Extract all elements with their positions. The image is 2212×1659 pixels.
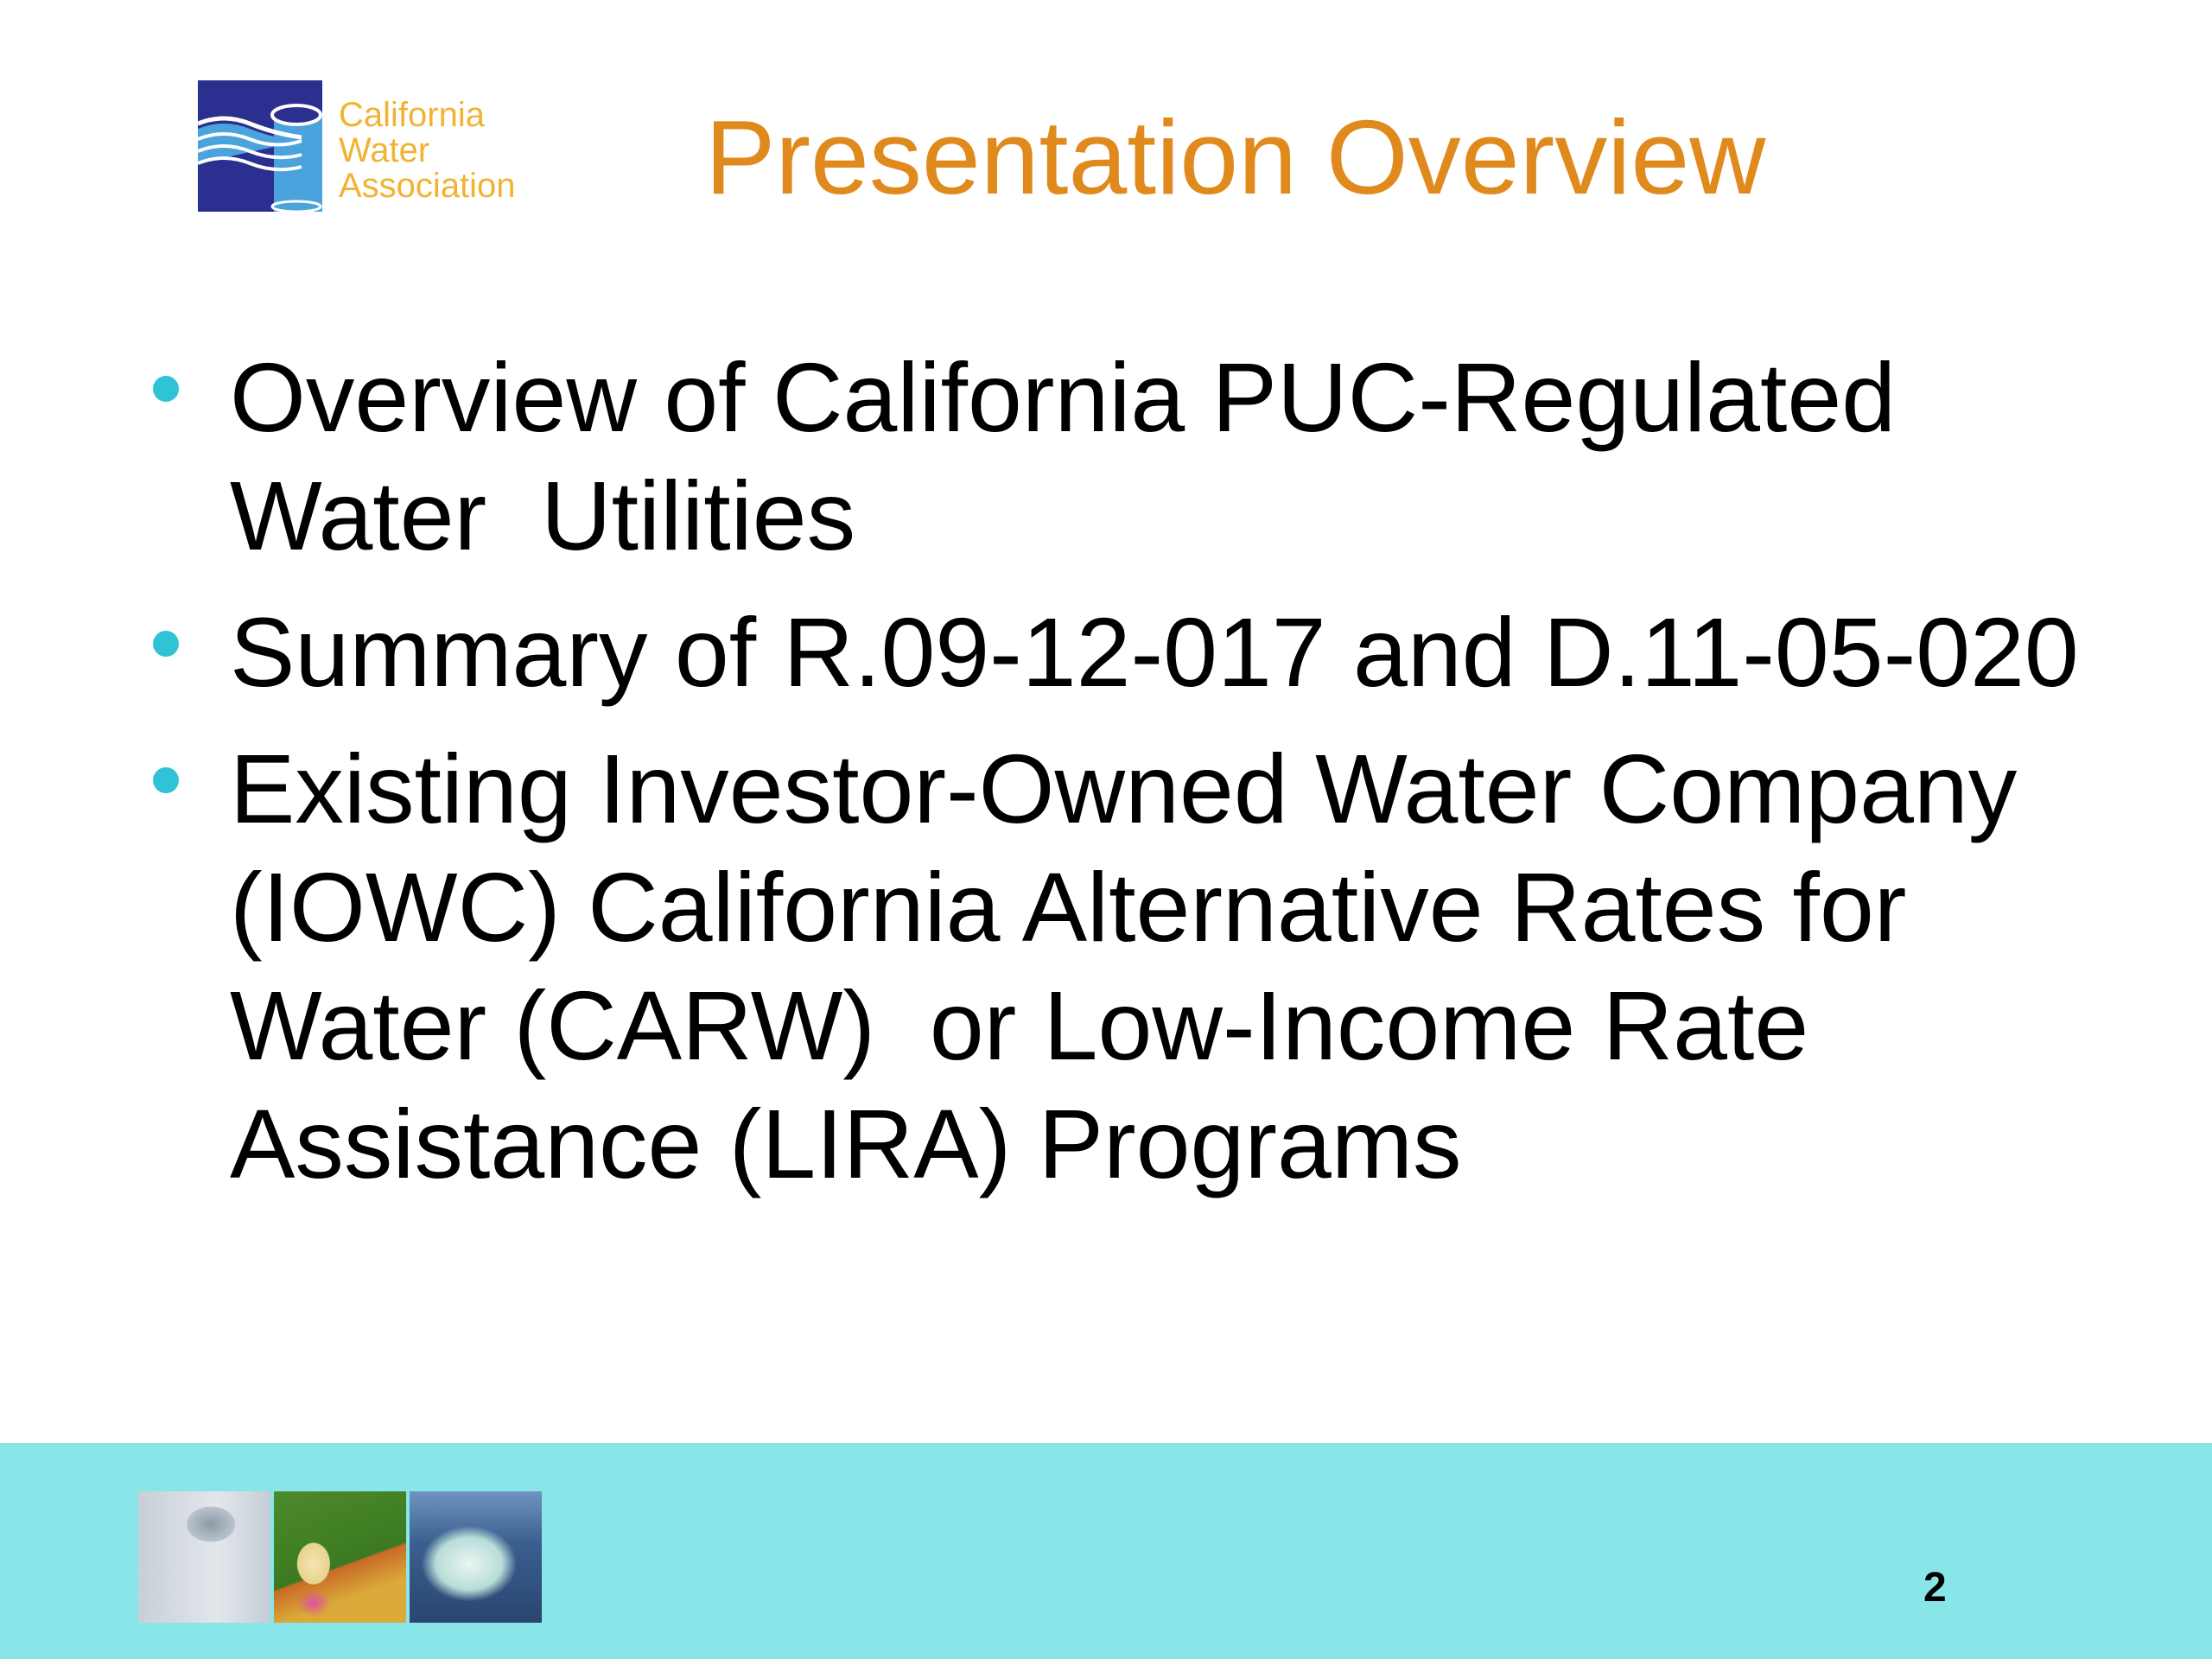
bullet-dot-icon — [153, 631, 179, 657]
footer-band: 2 — [0, 1443, 2212, 1659]
bullet-dot-icon — [153, 376, 179, 402]
bullet-line: Water (CARW) or Low-Income Rate — [230, 971, 1809, 1080]
child-with-hose-photo — [274, 1491, 406, 1623]
shower-head-photo — [138, 1491, 270, 1623]
bullet-line: Overview of California PUC-Regulated — [230, 343, 1897, 452]
footer-photo-strip — [138, 1491, 542, 1623]
logo-line: California — [339, 96, 485, 134]
bullet-line: (IOWC) California Alternative Rates for — [230, 853, 1907, 962]
california-water-association-logo: California Water Association — [198, 80, 734, 214]
logo-wordmark: California Water Association — [339, 98, 516, 204]
bullet-line: Assistance (LIRA) Programs — [230, 1090, 1462, 1198]
bullet-line: Existing Investor-Owned Water Company — [230, 734, 2018, 843]
bullet-item: Existing Investor-Owned Water Company (I… — [153, 730, 2183, 1204]
bullet-item: Summary of R.09-12-017 and D.11-05-020 — [153, 594, 2183, 712]
bullet-line: Summary of R.09-12-017 and D.11-05-020 — [230, 598, 2079, 707]
faucet-sink-photo — [410, 1491, 542, 1623]
water-pipe-logo-icon — [198, 80, 322, 212]
bullet-item: Overview of California PUC-Regulated Wat… — [153, 339, 2183, 575]
bullet-line: Water Utilities — [230, 461, 856, 570]
bullet-list: Overview of California PUC-Regulated Wat… — [153, 339, 2183, 1222]
page-number: 2 — [1923, 1565, 1947, 1611]
logo-line: Association — [339, 167, 516, 205]
slide-title: Presentation Overview — [705, 99, 1766, 216]
logo-line: Water — [339, 131, 430, 169]
bullet-dot-icon — [153, 767, 179, 793]
